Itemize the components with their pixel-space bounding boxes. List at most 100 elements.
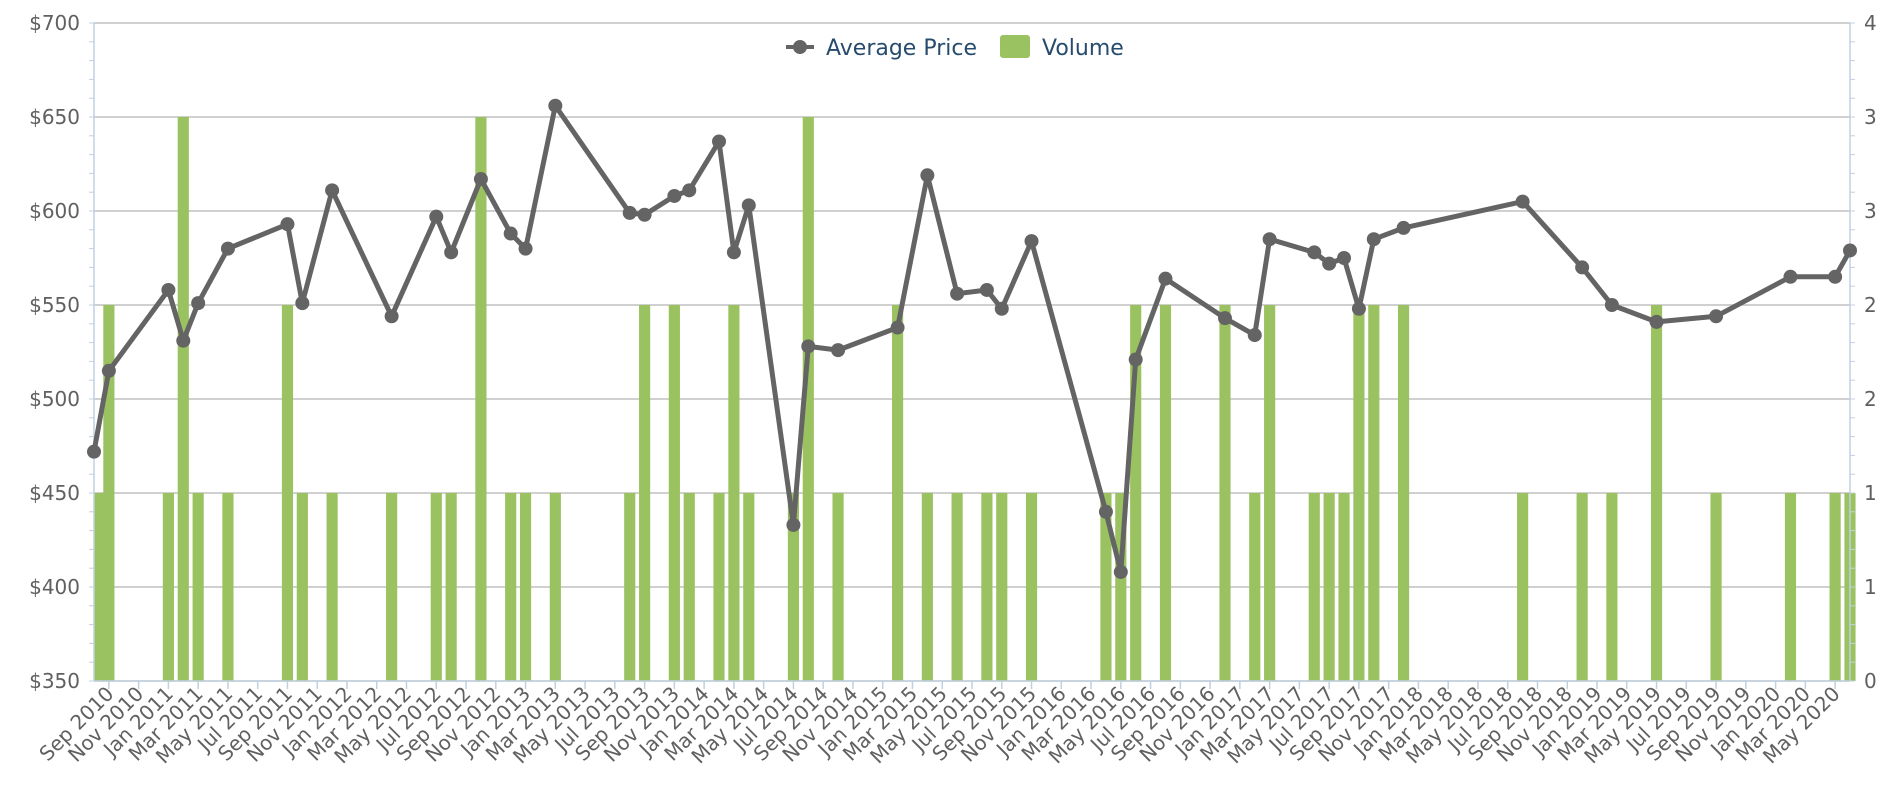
volume-bar[interactable] [94,493,106,681]
price-point[interactable] [176,333,191,348]
price-point[interactable] [1322,256,1337,271]
price-point[interactable] [87,444,101,459]
volume-bar[interactable] [1784,493,1797,681]
price-point[interactable] [1396,220,1411,235]
volume-bar[interactable] [505,493,517,681]
price-point[interactable] [994,301,1009,316]
price-point[interactable] [384,309,399,324]
volume-bar[interactable] [192,493,204,681]
price-point[interactable] [1113,564,1128,579]
legend-item-volume[interactable]: Volume [1000,35,1124,61]
volume-bar[interactable] [668,305,680,681]
price-point[interactable] [1024,234,1039,249]
price-point[interactable] [1709,309,1724,324]
volume-bar[interactable] [787,493,800,681]
volume-bar[interactable] [1115,493,1127,681]
price-point[interactable] [622,205,637,220]
volume-bar[interactable] [1130,305,1142,681]
legend-item-average-price[interactable]: Average Price [786,36,977,61]
volume-bar[interactable] [1264,305,1276,681]
volume-bar[interactable] [162,493,174,681]
volume-bar[interactable] [326,493,338,681]
price-point[interactable] [220,241,235,256]
price-point[interactable] [801,339,816,354]
price-point[interactable] [1217,311,1232,326]
volume-bar[interactable] [1219,305,1231,681]
price-point[interactable] [1128,352,1143,367]
price-point[interactable] [831,343,846,358]
volume-bar[interactable] [1397,305,1410,681]
volume-bar[interactable] [728,305,740,681]
volume-bar[interactable] [1710,493,1722,681]
price-point[interactable] [101,363,116,378]
price-point[interactable] [890,320,905,335]
volume-bar[interactable] [386,493,398,681]
price-point[interactable] [1337,251,1352,265]
volume-bar[interactable] [713,493,725,681]
price-point[interactable] [1843,243,1857,258]
volume-bar[interactable] [996,493,1008,681]
volume-bar[interactable] [1576,493,1588,681]
price-point[interactable] [1828,269,1843,284]
price-point[interactable] [712,134,727,149]
volume-bar[interactable] [1323,493,1335,681]
price-point[interactable] [920,168,935,183]
volume-bar[interactable] [1606,493,1618,681]
price-point[interactable] [444,245,459,260]
price-point[interactable] [325,183,340,198]
price-point[interactable] [473,172,488,187]
volume-bar[interactable] [1100,493,1112,681]
volume-bar[interactable] [892,305,904,681]
price-point[interactable] [1098,504,1113,519]
volume-bar[interactable] [222,493,234,681]
price-point[interactable] [295,296,310,311]
volume-bar[interactable] [430,493,442,681]
volume-bar[interactable] [683,493,695,681]
volume-bar[interactable] [1338,493,1350,681]
volume-bar[interactable] [177,117,189,681]
volume-bar[interactable] [802,117,814,681]
price-point[interactable] [548,98,563,113]
volume-bar[interactable] [519,493,532,681]
volume-bar[interactable] [1308,493,1320,681]
volume-bar[interactable] [1368,305,1380,681]
price-point[interactable] [1366,232,1381,247]
price-point[interactable] [1351,301,1366,316]
price-point[interactable] [1649,314,1664,329]
volume-bar[interactable] [1159,305,1172,681]
price-point[interactable] [786,517,801,532]
volume-bar[interactable] [1353,305,1365,681]
price-point[interactable] [1158,271,1173,286]
volume-bar[interactable] [743,493,755,681]
volume-bar[interactable] [624,493,636,681]
price-point[interactable] [518,241,533,256]
price-point[interactable] [950,286,965,301]
price-point[interactable] [1575,260,1590,275]
price-point[interactable] [280,217,295,232]
volume-bar[interactable] [639,305,651,681]
price-point[interactable] [1247,328,1262,343]
price-point[interactable] [726,245,741,260]
volume-bar[interactable] [549,493,561,681]
price-point[interactable] [161,282,176,297]
volume-bar[interactable] [103,305,115,681]
price-point[interactable] [682,183,697,198]
volume-bar[interactable] [1829,493,1841,681]
volume-bar[interactable] [981,493,993,681]
volume-bar[interactable] [475,117,487,681]
price-point[interactable] [503,226,518,241]
volume-bar[interactable] [1025,493,1038,681]
volume-bar[interactable] [832,493,844,681]
volume-bar[interactable] [296,493,308,681]
volume-bar[interactable] [1650,305,1663,681]
price-point[interactable] [1262,232,1277,247]
price-point[interactable] [1783,269,1798,284]
price-point[interactable] [1515,194,1530,209]
price-point[interactable] [1307,245,1322,260]
price-point[interactable] [979,282,994,297]
volume-bar[interactable] [445,493,457,681]
price-point[interactable] [429,209,444,224]
price-point[interactable] [1604,298,1619,312]
volume-bar[interactable] [921,493,933,681]
price-point[interactable] [191,296,206,311]
